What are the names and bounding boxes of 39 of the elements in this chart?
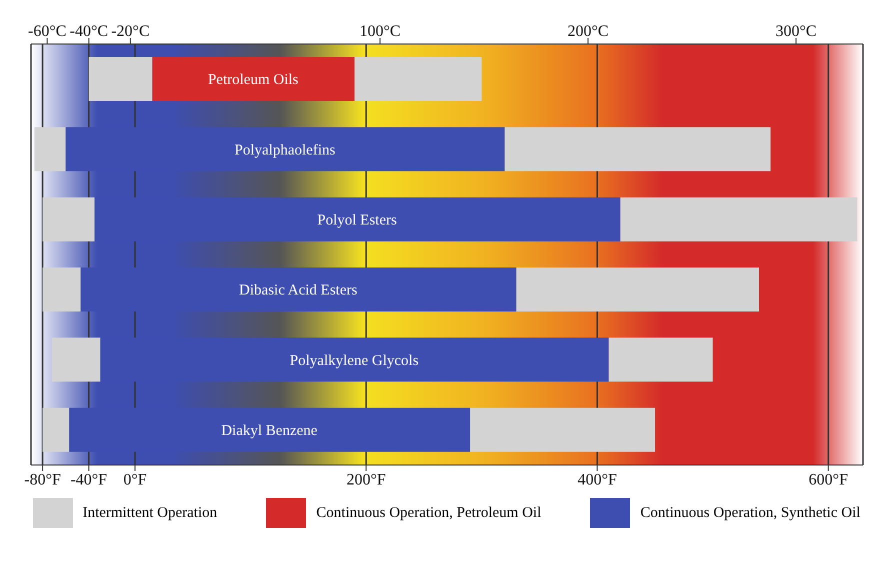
legend-label: Continuous Operation, Synthetic Oil [640,504,860,522]
bar [620,197,858,242]
bar [152,57,355,101]
bar [100,338,609,382]
x2-tick-label: -40°C [70,23,108,40]
bar [608,338,713,382]
bar [42,408,70,452]
x-tick-label: 400°F [578,471,617,488]
y-tick-label: Dibasic Acid Esters [239,282,358,299]
bar [354,57,482,101]
x-tick-label: 0°F [123,471,147,488]
bar [470,408,655,452]
y-tick-label: Petroleum Oils [208,72,299,88]
bar [52,338,100,382]
bar [42,268,81,312]
x2-tick-label: -60°C [28,23,66,40]
y-tick-label: Polyalphaolefins [234,142,336,158]
bar [66,127,505,172]
x-tick-label: 200°F [346,471,386,488]
legend-label: Continuous Operation, Petroleum Oil [316,504,542,522]
y-tick-label: Polyalkylene Glycols [290,352,419,369]
bar [69,408,470,452]
x-tick-label: 600°F [808,471,848,488]
bar [94,197,620,242]
bar [88,57,152,101]
x2-tick-label: 300°C [775,23,817,40]
bar [80,268,516,312]
bar [42,197,95,242]
x2-tick-label: 200°C [567,23,609,40]
bar [34,127,66,172]
legend-label: Intermittent Operation [82,504,218,522]
bar [504,127,771,172]
x2-tick-label: -20°C [111,23,150,40]
bar [516,268,759,312]
y-tick-label: Polyol Esters [317,212,398,228]
x-tick-label: -80°F [24,471,61,488]
y-tick-label: Diakyl Benzene [221,422,318,439]
x-tick-label: -40°F [70,471,108,488]
x2-tick-label: 100°C [359,23,401,40]
